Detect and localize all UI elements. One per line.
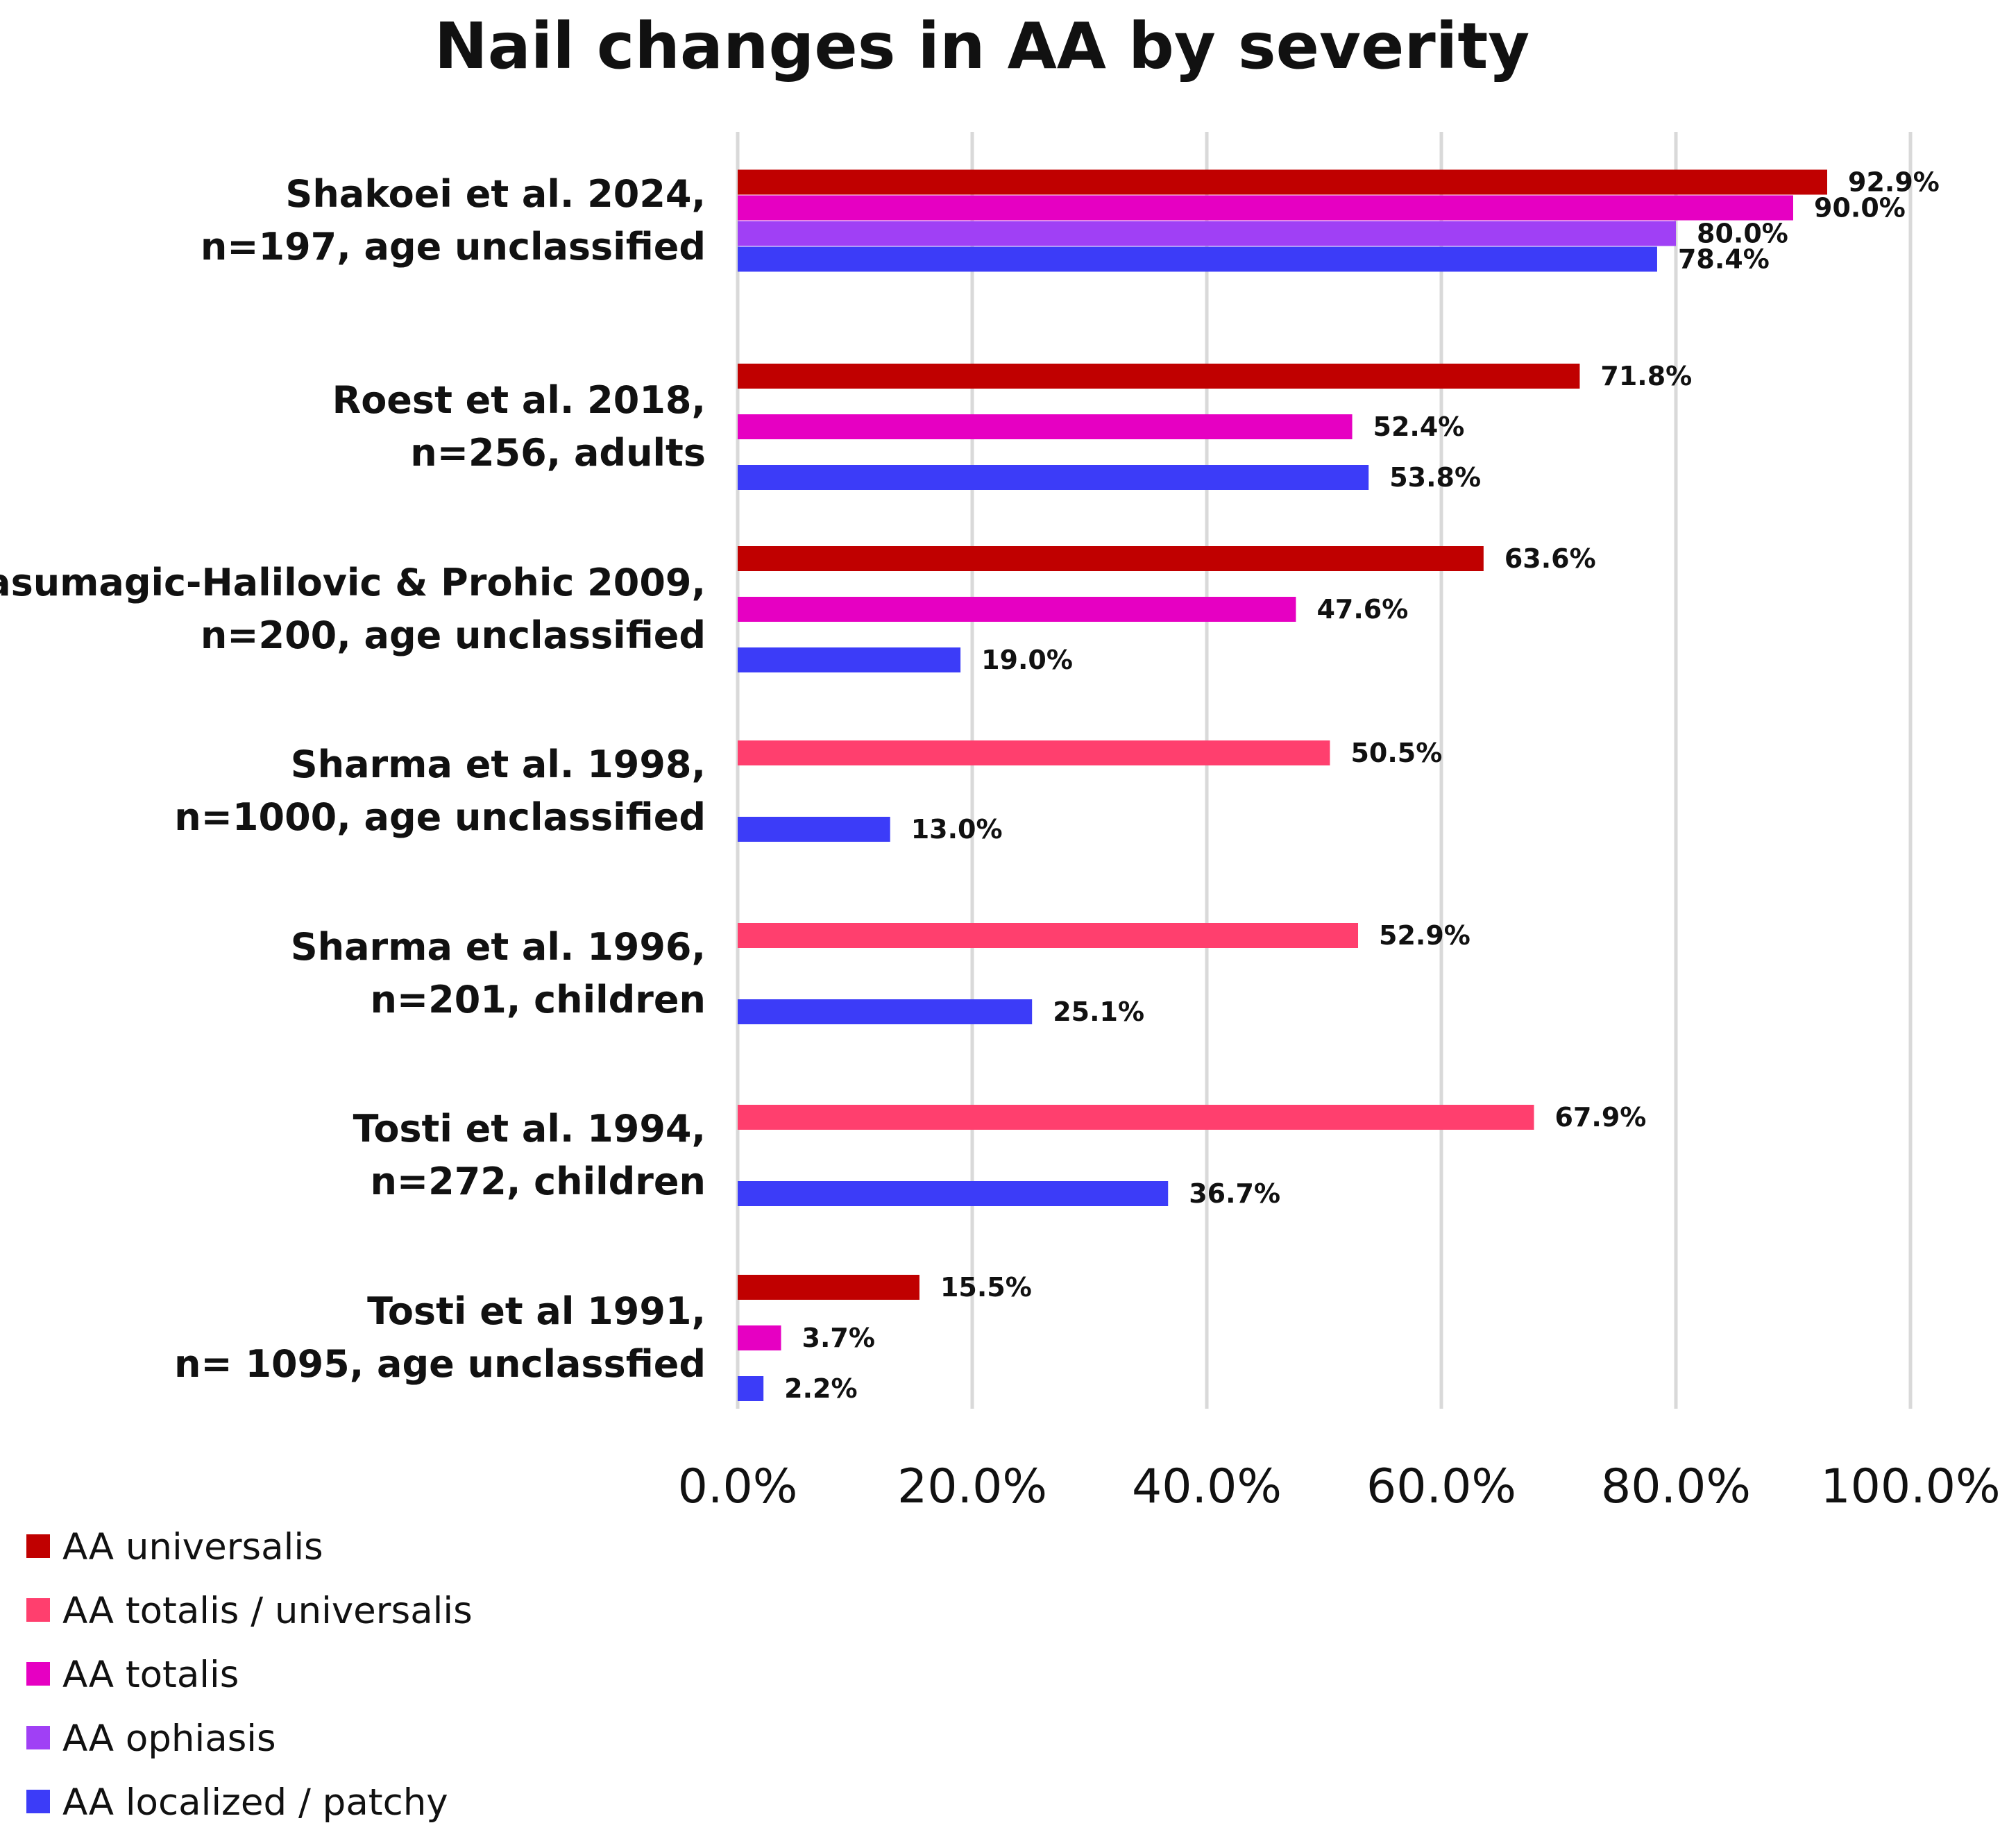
legend: AA universalis AA totalis / universalis AA…: [26, 1526, 473, 1824]
category-label-line: n=272, children: [370, 1160, 706, 1203]
bar: [738, 546, 1484, 571]
legend-label: AA localized / patchy: [62, 1781, 448, 1824]
x-tick-label: 80.0%: [1601, 1459, 1751, 1514]
legend-swatch: [26, 1726, 50, 1749]
category-label-line: Sharma et al. 1996,: [291, 925, 706, 969]
category-label: Tosti et al. 1994, n=272, children: [353, 1107, 706, 1203]
bar: [738, 1376, 764, 1401]
category-label-line: Shakoei et al. 2024,: [285, 172, 706, 216]
bar: [738, 1275, 919, 1300]
category-label: Shakoei et al. 2024, n=197, age unclassif…: [201, 172, 706, 269]
chart-title: Nail changes in AA by severity: [434, 9, 1530, 83]
x-tick-label: 20.0%: [897, 1459, 1047, 1514]
x-tick-label: 60.0%: [1366, 1459, 1516, 1514]
data-label: 78.4%: [1678, 244, 1770, 275]
category-label: Tosti et al 1991, n= 1095, age unclassfie…: [174, 1289, 706, 1386]
legend-label: AA ophiasis: [62, 1718, 276, 1760]
data-label: 80.0%: [1697, 219, 1788, 249]
data-label: 90.0%: [1814, 193, 1906, 223]
category-label-line: n=197, age unclassified: [201, 225, 706, 269]
data-label: 3.7%: [802, 1323, 875, 1353]
bar: [738, 597, 1296, 622]
category-label: Sharma et al. 1996, n=201, children: [291, 925, 706, 1022]
data-label: 67.9%: [1555, 1102, 1647, 1133]
category-label-line: Tosti et al. 1994,: [353, 1107, 706, 1151]
bar: [738, 169, 1828, 195]
bar: [738, 246, 1657, 272]
x-axis-tick-labels: 0.0% 20.0% 40.0% 60.0% 80.0% 100.0%: [678, 1459, 2001, 1514]
category-label-line: n=201, children: [370, 978, 706, 1022]
bar: [738, 1105, 1534, 1130]
category-label: Kasumagic-Halilovic & Prohic 2009, n=200,…: [0, 561, 706, 657]
legend-label: AA universalis: [62, 1526, 323, 1568]
data-label: 53.8%: [1389, 462, 1481, 493]
bar: [738, 221, 1676, 246]
legend-label: AA totalis: [62, 1654, 239, 1696]
data-label: 25.1%: [1053, 997, 1144, 1027]
bar: [738, 414, 1353, 439]
category-label-line: Kasumagic-Halilovic & Prohic 2009,: [0, 561, 706, 604]
category-label-line: Sharma et al. 1998,: [291, 743, 706, 786]
bar: [738, 195, 1793, 221]
gridlines: [736, 132, 1913, 1409]
x-tick-label: 100.0%: [1820, 1459, 2000, 1514]
legend-swatch: [26, 1790, 50, 1813]
legend-label: AA totalis / universalis: [62, 1590, 473, 1632]
category-label-line: Tosti et al 1991,: [367, 1289, 706, 1333]
category-label-line: Roest et al. 2018,: [332, 378, 706, 422]
data-label: 63.6%: [1504, 543, 1596, 574]
bar: [738, 740, 1330, 765]
bar: [738, 647, 961, 672]
x-tick-label: 0.0%: [678, 1459, 798, 1514]
legend-swatch: [26, 1534, 50, 1558]
data-label: 13.0%: [911, 814, 1003, 845]
data-label: 50.5%: [1350, 738, 1442, 768]
bar: [738, 923, 1359, 948]
legend-swatch: [26, 1662, 50, 1686]
bars: 92.9%90.0% 80.0%78.4% 71.8% 52.4% 53.8% 63.6%…: [738, 167, 1940, 1404]
category-label: Roest et al. 2018, n=256, adults: [332, 378, 706, 475]
data-label: 52.9%: [1379, 920, 1470, 951]
x-tick-label: 40.0%: [1132, 1459, 1282, 1514]
bar: [738, 1325, 781, 1350]
data-label: 19.0%: [981, 645, 1073, 675]
bar: [738, 465, 1369, 490]
data-label: 15.5%: [940, 1272, 1032, 1303]
legend-swatch: [26, 1598, 50, 1622]
data-label: 92.9%: [1848, 167, 1940, 198]
category-label-line: n=256, adults: [410, 431, 706, 475]
bar: [738, 1181, 1169, 1206]
category-label: Sharma et al. 1998, n=1000, age unclassif…: [174, 743, 706, 839]
category-label-line: n= 1095, age unclassfied: [174, 1342, 706, 1386]
category-label-line: n=200, age unclassified: [201, 613, 706, 657]
data-label: 52.4%: [1373, 412, 1465, 442]
bar: [738, 999, 1033, 1024]
bar: [738, 364, 1580, 389]
data-label: 36.7%: [1189, 1178, 1280, 1209]
bar: [738, 817, 890, 842]
category-label-line: n=1000, age unclassified: [174, 795, 706, 839]
data-label: 47.6%: [1316, 594, 1408, 625]
category-labels: Shakoei et al. 2024, n=197, age unclassif…: [0, 172, 706, 1386]
data-label: 71.8%: [1600, 361, 1692, 391]
data-label: 2.2%: [784, 1373, 857, 1404]
